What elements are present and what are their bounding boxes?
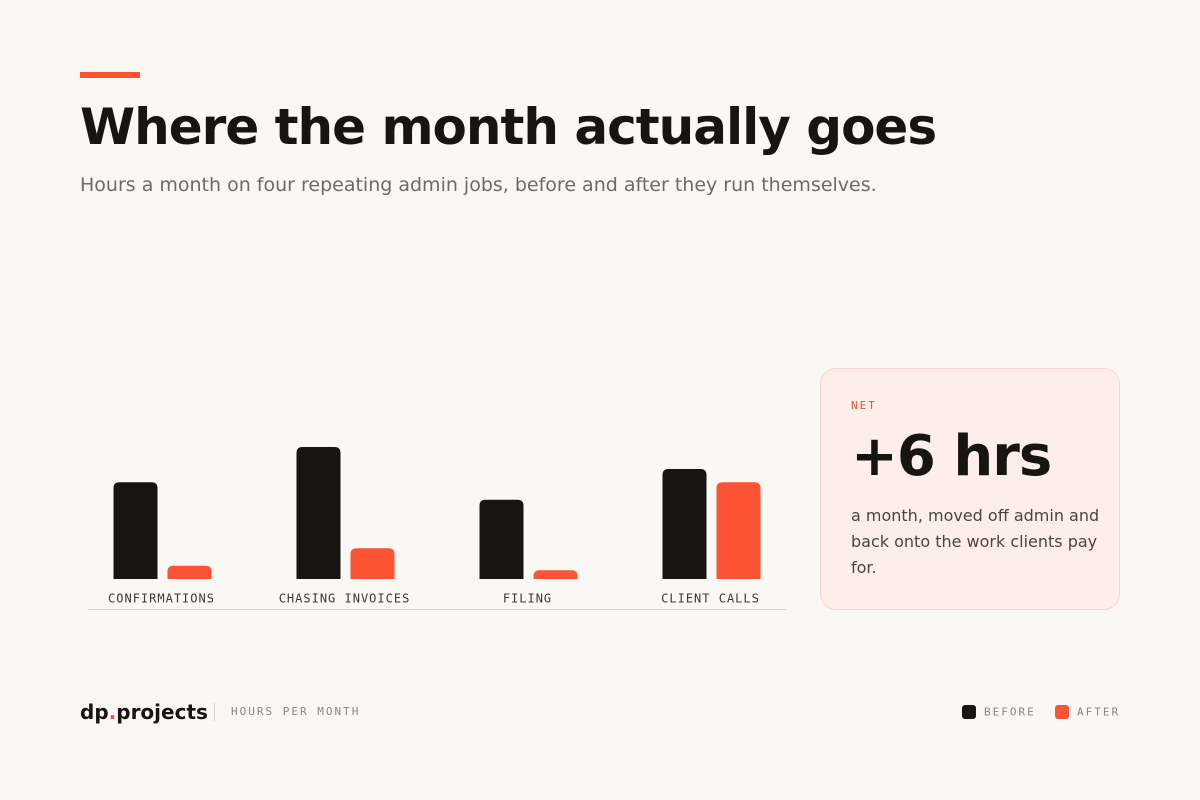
separator	[214, 703, 215, 721]
title: Where the month actually goes	[80, 98, 937, 156]
bar	[113, 482, 158, 579]
bar	[533, 570, 578, 579]
brand-part: projects	[116, 700, 208, 724]
bar	[167, 565, 212, 579]
bar	[296, 447, 341, 579]
x-tick-label: CHASING INVOICES	[279, 592, 411, 606]
bar	[479, 499, 524, 579]
brand-dot: .	[108, 700, 117, 724]
legend-swatch	[1055, 705, 1069, 719]
x-tick-label: CONFIRMATIONS	[108, 592, 215, 606]
x-tick-label: CLIENT CALLS	[661, 592, 760, 606]
brand-part: dp	[80, 700, 109, 724]
unit-label: HOURS PER MONTH	[231, 705, 361, 718]
net-card	[820, 368, 1120, 610]
net-description: a month, moved off admin and back onto t…	[851, 506, 1100, 577]
legend-label: AFTER	[1077, 706, 1120, 719]
subtitle: Hours a month on four repeating admin jo…	[80, 174, 877, 196]
x-tick-label: FILING	[503, 592, 552, 606]
net-label: NET	[851, 399, 877, 412]
legend-label: BEFORE	[984, 706, 1036, 719]
brand: dp.projects	[80, 700, 208, 724]
legend-swatch	[962, 705, 976, 719]
accent-bar	[80, 72, 140, 78]
bar	[350, 548, 395, 579]
bar	[662, 469, 707, 579]
bar	[716, 482, 761, 579]
net-value: +6 hrs	[851, 424, 1052, 489]
